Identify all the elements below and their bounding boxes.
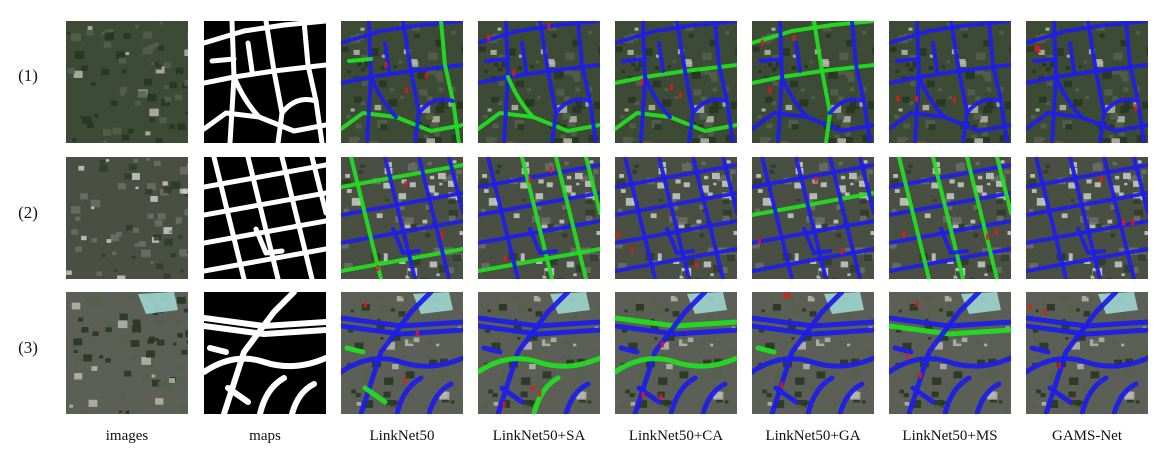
panel-r3-c3 [341, 292, 463, 414]
panel-r3-c6 [752, 292, 874, 414]
row-label-2: (2) [18, 203, 38, 222]
col-label-linknet50: LinkNet50 [369, 428, 435, 444]
panel-r1-c2 [204, 21, 326, 143]
panel-r1-c4 [478, 21, 600, 143]
row-label-3: (3) [18, 338, 38, 357]
panel-r2-c2 [204, 157, 326, 279]
col-label-linknet50-ca: LinkNet50+CA [628, 428, 724, 444]
panel-r1-c8 [1026, 21, 1148, 143]
panel-r3-c7 [889, 292, 1011, 414]
panel-r3-c2 [204, 292, 326, 414]
panel-r2-c3 [341, 157, 463, 279]
col-label-gams-net: GAMS-Net [1052, 428, 1122, 444]
col-label-linknet50-sa: LinkNet50+SA [492, 428, 586, 444]
panel-r2-c8 [1026, 157, 1148, 279]
panel-r1-c6 [752, 21, 874, 143]
panel-r3-c4 [478, 292, 600, 414]
panel-r1-c1 [66, 21, 188, 143]
panel-r1-c7 [889, 21, 1011, 143]
col-label-images: images [105, 428, 149, 444]
panel-r3-c8 [1026, 292, 1148, 414]
row-label-1: (1) [18, 66, 38, 85]
panel-r1-c3 [341, 21, 463, 143]
col-label-linknet50-ga: LinkNet50+GA [765, 428, 861, 444]
panel-r1-c5 [615, 21, 737, 143]
panel-r3-c5 [615, 292, 737, 414]
col-label-linknet50-ms: LinkNet50+MS [902, 428, 998, 444]
col-label-maps: maps [249, 428, 281, 444]
panel-r2-c1 [66, 157, 188, 279]
panel-r2-c6 [752, 157, 874, 279]
panel-r2-c5 [615, 157, 737, 279]
panel-r3-c1 [66, 292, 188, 414]
panel-r2-c7 [889, 157, 1011, 279]
panel-r2-c4 [478, 157, 600, 279]
